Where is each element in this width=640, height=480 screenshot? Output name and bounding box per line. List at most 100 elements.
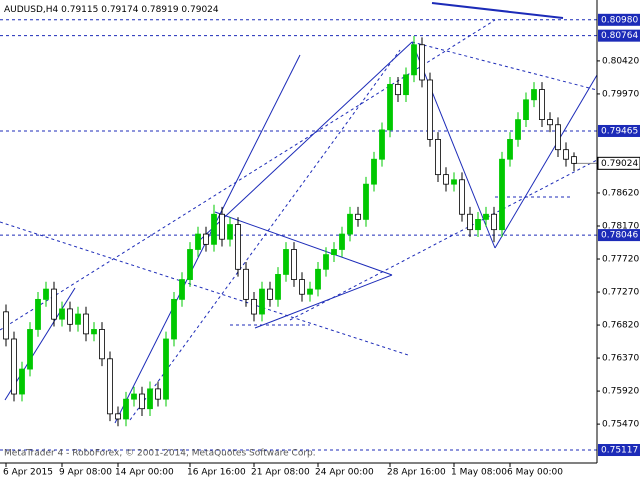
candle-body: [467, 213, 473, 231]
level-label-box: [598, 229, 640, 242]
candle-body: [259, 288, 265, 315]
trend-line: [214, 211, 393, 276]
candle-body: [363, 183, 369, 220]
level-label-box: [598, 29, 640, 42]
candle-body: [203, 233, 209, 245]
symbol: AUDUSD,H4: [4, 5, 59, 15]
candle-body: [83, 313, 89, 335]
y-tick-label: 0.76820: [602, 321, 639, 331]
candle-body: [427, 79, 433, 140]
candle-body: [475, 218, 481, 231]
x-tick-label: 24 Apr 00:00: [315, 468, 374, 478]
x-tick-label: 1 May 08:00: [451, 468, 507, 478]
candle-body: [291, 249, 297, 280]
level-label: 0.78046: [601, 231, 638, 241]
candle-body: [211, 213, 217, 245]
trend-line: [494, 74, 598, 249]
candle-body: [115, 413, 121, 420]
copyright: MetaTrader 4 - RoboForex, © 2001-2014, M…: [4, 449, 316, 459]
level-label-box: [598, 124, 640, 137]
candle-body: [411, 44, 417, 76]
y-tick-label: 0.78620: [602, 188, 639, 198]
candle-body: [523, 99, 529, 121]
x-tick-label: 14 Apr 00:00: [115, 468, 174, 478]
candle-body: [531, 89, 537, 101]
candle-body: [539, 89, 545, 121]
candle-body: [67, 308, 73, 325]
trend-line: [199, 41, 413, 241]
candle-body: [139, 393, 145, 410]
candle-body: [387, 83, 393, 131]
level-label-box: [598, 444, 640, 457]
candle-body: [315, 268, 321, 290]
level-label: 0.80764: [601, 31, 638, 41]
candle-body: [155, 388, 161, 400]
candle-body: [123, 398, 129, 420]
x-tick-label: 6 Apr 2015: [3, 468, 53, 478]
candle-body: [403, 74, 409, 96]
candle-body: [451, 179, 457, 185]
candle-body: [323, 254, 329, 270]
candle-body: [51, 288, 57, 320]
levels: [0, 19, 597, 451]
candle-body: [43, 288, 49, 300]
channel-line: [289, 159, 598, 321]
candle-body: [371, 158, 377, 185]
candle-body: [187, 249, 193, 280]
candle-body: [347, 213, 353, 235]
candle-body: [35, 298, 41, 330]
channel-line: [411, 41, 598, 91]
candle-body: [307, 288, 313, 295]
candle-body: [355, 213, 361, 220]
candle-body: [563, 149, 569, 160]
candle-body: [171, 298, 177, 340]
candle-body: [179, 279, 185, 300]
level-label-box: [598, 13, 640, 26]
candles: [3, 35, 577, 427]
y-tick-label: 0.78170: [602, 221, 639, 231]
candle-body: [331, 249, 337, 256]
x-tick-label: 9 Apr 08:00: [59, 468, 112, 478]
candle-body: [19, 368, 25, 395]
candle-body: [99, 329, 105, 360]
candle-body: [571, 156, 577, 164]
current-price-box: [597, 156, 640, 170]
x-tick-label: 28 Apr 16:00: [387, 468, 446, 478]
x-tick-label: 6 May 00:00: [507, 468, 563, 478]
level-label: 0.79465: [601, 126, 638, 136]
last-close: 0.79024: [181, 5, 218, 15]
last-open: 0.79115: [61, 5, 98, 15]
candle-body: [339, 233, 345, 250]
candle-body: [507, 139, 513, 160]
y-tick-label: 0.75920: [602, 387, 639, 397]
candle-body: [251, 298, 257, 315]
candle-body: [283, 249, 289, 275]
trend-line: [431, 2, 564, 19]
y-tick-label: 0.77270: [602, 288, 639, 298]
candle-body: [491, 213, 497, 231]
candle-body: [515, 119, 521, 140]
candle-body: [75, 313, 81, 325]
candle-body: [91, 329, 97, 335]
candle-body: [163, 338, 169, 400]
candle-body: [275, 274, 281, 300]
candle-body: [547, 119, 553, 126]
symbol-title: AUDUSD,H4 0.79115 0.79174 0.78919 0.7902…: [4, 5, 219, 15]
candle-body: [219, 213, 225, 240]
x-tick-label: 16 Apr 16:00: [187, 468, 246, 478]
last-high: 0.79174: [101, 5, 138, 15]
candle-body: [147, 388, 153, 410]
y-tick-label: 0.75470: [602, 420, 639, 430]
x-tick-label: 21 Apr 08:00: [251, 468, 310, 478]
candle-body: [243, 268, 249, 300]
candle-body: [499, 158, 505, 231]
candle-body: [235, 224, 241, 270]
candle-body: [131, 393, 137, 400]
candle-body: [27, 329, 33, 370]
candle-body: [379, 129, 385, 160]
candle-body: [459, 179, 465, 215]
candle-body: [299, 279, 305, 295]
candle-body: [267, 288, 273, 300]
axes: 0.80420 0.79970 0.78620 0.78170 0.77720 0.772…: [3, 13, 640, 478]
